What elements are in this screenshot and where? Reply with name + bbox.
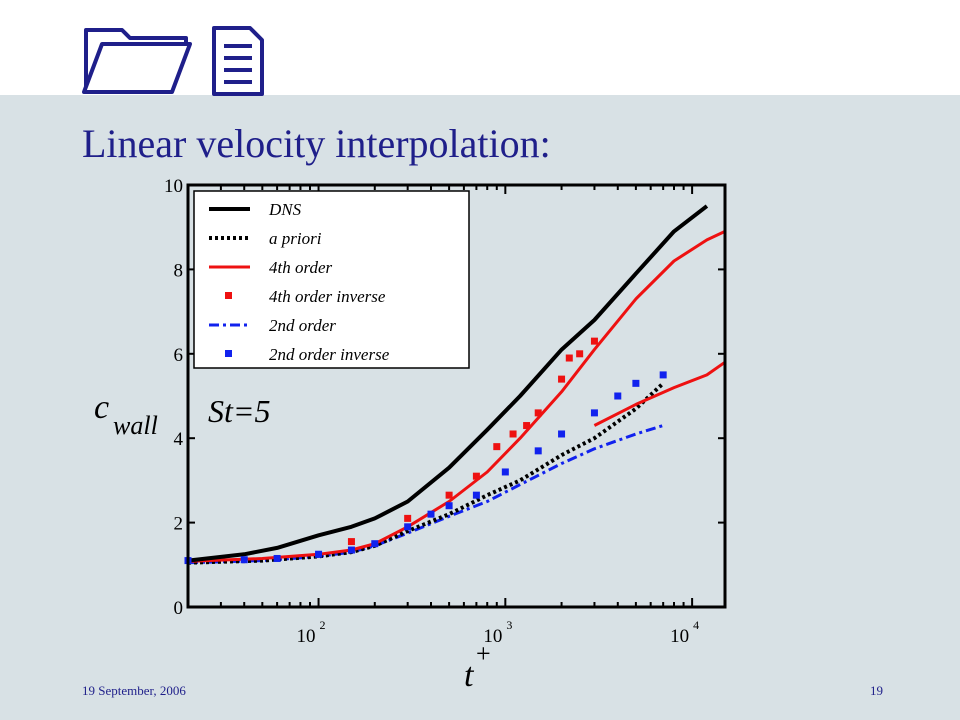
slide-title: Linear velocity interpolation: — [82, 121, 551, 166]
page-number: 19 — [870, 683, 883, 698]
marker-4th-order-inverse-11 — [590, 337, 598, 345]
series-line-lower-red — [593, 360, 726, 427]
marker-4th-order-inverse-3 — [472, 472, 480, 480]
series-4th-order-inverse — [347, 337, 598, 546]
series-line-a-priori — [187, 381, 665, 565]
marker-2nd-order-inverse-10 — [501, 468, 509, 476]
marker-2nd-order-inverse-14 — [614, 392, 622, 400]
marker-4th-order-inverse-1 — [404, 514, 412, 522]
slide-background — [0, 95, 960, 720]
legend-label-a-priori: a priori — [269, 229, 322, 248]
marker-2nd-order-inverse-15 — [632, 379, 640, 387]
x-axis-label: t — [464, 657, 475, 694]
marker-2nd-order-inverse-11 — [534, 447, 542, 455]
y-tick-label-3: 6 — [174, 345, 184, 366]
x-tick-label-0: 10 — [297, 626, 316, 647]
marker-2nd-order-inverse-16 — [659, 371, 667, 379]
y-tick-label-0: 0 — [174, 598, 184, 619]
x-axis-label-sup: + — [476, 639, 491, 668]
marker-4th-order-inverse-0 — [347, 538, 355, 546]
legend-label-4th-order-inverse: 4th order inverse — [269, 287, 386, 306]
x-tick-exp-0: 2 — [320, 618, 326, 632]
marker-4th-order-inverse-5 — [509, 430, 517, 438]
series-line-2nd-order — [187, 424, 664, 565]
document-icon — [212, 26, 264, 96]
legend-label-2nd-order: 2nd order — [269, 316, 336, 335]
x-tick-exp-1: 3 — [506, 618, 512, 632]
x-tick-exp-2: 4 — [693, 618, 699, 632]
marker-2nd-order-inverse-4 — [347, 546, 355, 554]
chart-axes: 0 2 4 6 8 10 10 2 10 3 10 4 t+ c wall St=5 — [94, 176, 727, 694]
legend-label-2nd-order-inverse: 2nd order inverse — [269, 345, 390, 364]
marker-4th-order-inverse-4 — [493, 443, 501, 451]
marker-4th-order-inverse-10 — [576, 350, 584, 358]
marker-2nd-order-inverse-12 — [558, 430, 566, 438]
logo — [82, 26, 264, 96]
y-tick-label-5: 10 — [164, 176, 183, 197]
legend-box — [193, 190, 470, 369]
series-line-dns — [187, 204, 709, 563]
marker-2nd-order-inverse-5 — [371, 540, 379, 548]
legend-marker-2nd-order-inverse — [225, 350, 232, 357]
x-tick-label-1: 10 — [483, 626, 502, 647]
series-line-4th-order — [187, 230, 726, 563]
footer-date: 19 September, 2006 — [82, 683, 186, 698]
marker-2nd-order-inverse-8 — [445, 502, 453, 510]
folder-icon — [82, 28, 192, 94]
y-axis-label-sub: wall — [113, 411, 158, 440]
marker-2nd-order-inverse-3 — [315, 550, 323, 558]
legend-marker-4th-order-inverse — [225, 292, 232, 299]
marker-2nd-order-inverse-2 — [273, 554, 281, 562]
chart-annotation: St=5 — [208, 393, 270, 429]
y-tick-label-2: 4 — [174, 429, 184, 450]
marker-4th-order-inverse-6 — [523, 422, 531, 430]
marker-2nd-order-inverse-6 — [404, 523, 412, 531]
marker-4th-order-inverse-2 — [445, 491, 453, 499]
marker-4th-order-inverse-9 — [565, 354, 573, 362]
marker-2nd-order-inverse-13 — [590, 409, 598, 417]
legend-label-4th-order: 4th order — [269, 258, 333, 277]
x-tick-label-2: 10 — [670, 626, 689, 647]
marker-4th-order-inverse-8 — [558, 375, 566, 383]
chart-series-layer — [184, 204, 726, 565]
marker-4th-order-inverse-7 — [534, 409, 542, 417]
marker-2nd-order-inverse-9 — [472, 491, 480, 499]
legend-label-dns: DNS — [268, 200, 302, 219]
y-tick-label-4: 8 — [174, 260, 184, 281]
y-tick-label-1: 2 — [174, 514, 184, 535]
y-axis-label: c — [94, 389, 109, 426]
marker-2nd-order-inverse-7 — [427, 510, 435, 518]
marker-2nd-order-inverse-1 — [240, 556, 248, 564]
plot-frame — [186, 183, 727, 609]
chart-legend: DNS a priori 4th order 4th order inverse 2nd… — [193, 190, 470, 369]
